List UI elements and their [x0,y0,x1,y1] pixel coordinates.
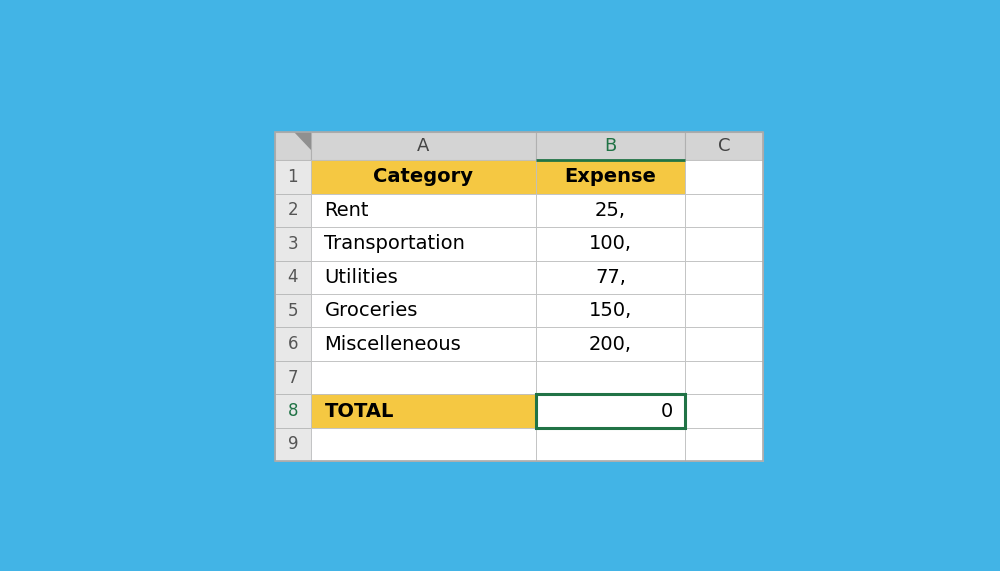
Bar [311,160,536,194]
Bar [275,132,311,160]
Text: Transportation: Transportation [324,234,465,254]
Text: Rent: Rent [324,201,369,220]
Bar [311,327,536,361]
Bar [685,294,763,327]
Text: Miscelleneous: Miscelleneous [324,335,461,353]
Text: C: C [718,137,730,155]
Bar [311,194,536,227]
Bar [311,395,536,428]
Bar [536,260,685,294]
Text: Category: Category [373,167,473,186]
Bar [536,395,685,428]
Text: 0: 0 [661,401,673,421]
Bar [685,361,763,395]
Bar [275,132,763,461]
Text: 9: 9 [288,436,298,453]
Text: 6: 6 [288,335,298,353]
Bar [685,395,763,428]
Text: Expense: Expense [565,167,656,186]
Bar [685,327,763,361]
Bar [536,160,685,194]
Bar [685,132,763,160]
Bar [685,428,763,461]
Bar [275,428,311,461]
Bar [685,194,763,227]
Bar [275,160,311,194]
Text: 2: 2 [287,202,298,219]
Bar [275,361,311,395]
Bar [275,227,311,260]
Bar [311,294,536,327]
Text: Utilities: Utilities [324,268,398,287]
Bar [685,160,763,194]
Text: 8: 8 [288,402,298,420]
Text: B: B [604,137,617,155]
Bar [311,260,536,294]
Bar [536,227,685,260]
Bar [536,132,685,160]
Bar [536,361,685,395]
Bar [311,428,536,461]
Bar [275,327,311,361]
Text: 77,: 77, [595,268,626,287]
Text: 4: 4 [288,268,298,286]
Bar [275,260,311,294]
Text: Groceries: Groceries [324,301,418,320]
Bar [536,428,685,461]
Bar [311,132,536,160]
Bar [311,361,536,395]
Text: TOTAL: TOTAL [324,401,394,421]
Text: 150,: 150, [589,301,632,320]
Bar [275,194,311,227]
Bar [536,395,685,428]
Bar [536,294,685,327]
Text: 1: 1 [287,168,298,186]
Text: 100,: 100, [589,234,632,254]
Bar [275,395,311,428]
Bar [536,194,685,227]
Text: 200,: 200, [589,335,632,353]
Bar [536,327,685,361]
Bar [311,227,536,260]
Text: 7: 7 [288,369,298,387]
Bar [275,294,311,327]
Bar [685,260,763,294]
Text: 25,: 25, [595,201,626,220]
Text: 5: 5 [288,301,298,320]
Polygon shape [294,132,311,150]
Bar [685,227,763,260]
Text: 3: 3 [287,235,298,253]
Text: A: A [417,137,430,155]
